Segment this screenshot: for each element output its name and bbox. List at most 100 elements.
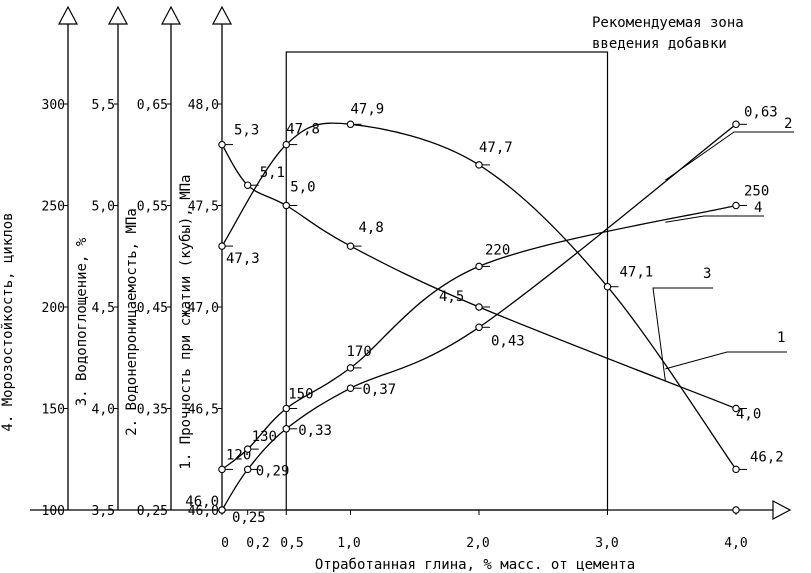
series-3-point (346, 242, 355, 250)
frost-tick-label: 200 (42, 301, 65, 316)
chart-title-line-2: введения добавки (592, 36, 727, 52)
series-4-point (346, 364, 355, 372)
x-tick-label: 2,0 (466, 536, 489, 551)
frost-axis-arrow (58, 5, 78, 25)
perm-tick-label: 0,25 (137, 504, 168, 519)
data-points: 47,3 47,8 47,9 47,7 47,1 46,2 0,25 0,29 0,33 0,37… (185, 101, 783, 526)
strength-axis-arrow (212, 5, 232, 25)
series-3-point (282, 201, 290, 210)
frost-tick-label: 250 (42, 200, 65, 215)
perm-axis-arrow (161, 5, 181, 25)
x-tick-label: 1,0 (337, 536, 360, 551)
frost-tick-label: 100 (42, 504, 65, 519)
x-axis-label: Отработанная глина, % масс. от цемента (315, 557, 635, 573)
series-2-data-label: 0,33 (298, 423, 332, 439)
series-4-point (218, 465, 226, 474)
series-2-data-label: 0,63 (744, 104, 778, 120)
series-4-point (475, 262, 483, 271)
extra-point-label: 46,0 (185, 494, 219, 510)
series-1-data-label: 47,9 (351, 101, 385, 117)
strength-axis-label: 1. Прочность при сжатии (кубы), МПа (178, 174, 194, 469)
series-2-point (732, 120, 740, 129)
series-3-data-label: 4,8 (359, 220, 384, 236)
series-3-callout-line (652, 287, 713, 381)
water_abs-tick-label: 5,5 (92, 98, 115, 113)
series-4-point (243, 445, 252, 453)
extra-point (218, 506, 226, 514)
series-2-data-label: 0,37 (363, 382, 397, 398)
series-1-point (603, 282, 612, 291)
perm-tick-label: 0,65 (137, 98, 168, 113)
series-2-data-label: 0,43 (491, 333, 525, 349)
series-2-point (475, 323, 483, 332)
x-tick-label: 0 (221, 536, 229, 551)
series-4-callout-label: 4 (754, 200, 762, 216)
frost-tick-label: 150 (42, 403, 65, 418)
frost-axis-label: 4. Морозостойкость, циклов (0, 212, 16, 431)
x-tick-label: 0,5 (280, 536, 303, 551)
series-3-data-label: 5,0 (290, 180, 315, 196)
series-1-point (282, 140, 290, 149)
series-1-point (346, 120, 355, 129)
frost-tick-label: 300 (42, 98, 65, 113)
series-2-point (346, 384, 355, 392)
series-2-data-label: 0,29 (256, 463, 290, 479)
recommended-zone-rect (285, 51, 609, 511)
series-4-point (732, 201, 740, 210)
series-4-data-label: 220 (485, 242, 510, 258)
series-3-point (475, 303, 483, 311)
strength-tick-label: 48,0 (188, 98, 219, 113)
x-tick-label: 0,2 (246, 536, 269, 551)
series-4-data-label: 150 (288, 387, 313, 403)
series-3-data-label: 4,5 (439, 289, 464, 305)
water_abs-tick-label: 3,5 (92, 504, 115, 519)
series-1-point (218, 242, 226, 250)
series-4-callout-line (665, 215, 764, 223)
strength-tick-label: 47,5 (188, 200, 219, 215)
series-3-callout-label: 3 (703, 266, 711, 282)
series-1-data-label: 47,1 (620, 265, 654, 281)
perm-tick-label: 0,45 (137, 301, 168, 316)
series-1-data-label: 47,3 (226, 251, 260, 267)
series-1-data-label: 46,2 (750, 449, 784, 465)
series-1-data-label: 47,7 (479, 140, 513, 156)
series-3-data-label: 5,1 (260, 165, 285, 181)
perm-tick-label: 0,55 (137, 200, 168, 215)
series-4-point (282, 404, 290, 413)
series-2-data-label: 0,25 (232, 510, 266, 526)
series-3-point (218, 140, 226, 149)
series-1-point (732, 465, 740, 474)
series-1-point (475, 161, 483, 169)
strength-tick-label: 47,0 (188, 301, 219, 316)
x-tick-label: 4,0 (724, 536, 747, 551)
series-3-data-label: 4,0 (736, 407, 761, 423)
x-tick-label: 3,0 (595, 536, 618, 551)
series-callouts: 1 2 3 4 (652, 116, 794, 381)
recommended-zone (285, 51, 609, 511)
water_abs-tick-label: 4,5 (92, 301, 115, 316)
x-axis-arrow (772, 500, 792, 520)
series-4-data-label: 170 (347, 344, 372, 360)
water_abs-tick-label: 4,0 (92, 403, 115, 418)
series-2-callout-line (665, 131, 794, 181)
series-4-data-label: 130 (252, 429, 277, 445)
water_abs-axis-label: 3. Водопоглощение, % (74, 237, 90, 406)
series-2-callout-label: 2 (784, 116, 792, 132)
perm-tick-label: 0,35 (137, 403, 168, 418)
strength-tick-label: 46,5 (188, 403, 219, 418)
water_abs-tick-label: 5,0 (92, 200, 115, 215)
series-2-point (243, 465, 252, 474)
series-3-data-label: 5,3 (234, 123, 259, 139)
series-2-point (282, 425, 290, 433)
strength-tick-label: 46,0 (188, 504, 219, 519)
series-3-point (243, 181, 252, 189)
perm-axis-label: 2. Водонепроницаемость, МПа (124, 208, 140, 436)
series-1-data-label: 47,8 (286, 122, 320, 138)
series-1-callout-line (665, 351, 787, 370)
series-4-data-label: 250 (744, 184, 769, 200)
axis-end-point (732, 506, 740, 514)
series-1-curve (221, 122, 737, 470)
series-1-callout-label: 1 (777, 330, 785, 346)
water_abs-axis-arrow (108, 5, 128, 25)
